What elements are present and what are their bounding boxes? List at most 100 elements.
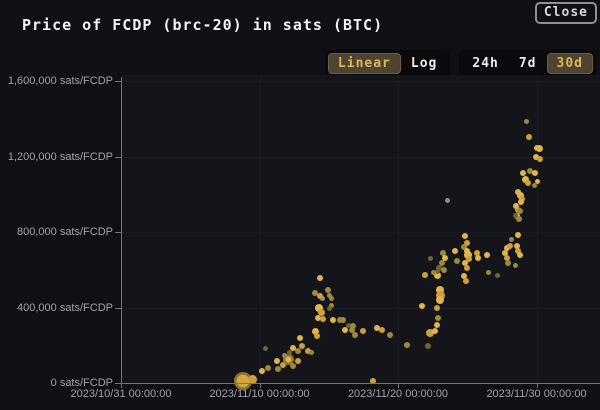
y-axis-label: 800,000 sats/FCDP — [17, 226, 113, 238]
scale-toggle-group: Linear Log — [324, 50, 451, 77]
data-point — [435, 285, 444, 294]
data-point — [503, 255, 510, 262]
data-point — [462, 232, 469, 239]
data-point — [454, 258, 460, 265]
range-option-7d[interactable]: 7d — [509, 53, 547, 74]
data-point — [484, 252, 491, 259]
y-tick — [115, 232, 121, 233]
data-point — [311, 327, 319, 335]
data-point — [430, 270, 436, 276]
data-point — [325, 286, 332, 293]
data-point — [327, 292, 333, 298]
data-point — [524, 119, 530, 125]
data-point — [462, 259, 469, 266]
data-point — [320, 295, 326, 301]
data-point — [434, 268, 440, 274]
data-point — [440, 249, 446, 256]
data-point — [290, 363, 297, 369]
data-point — [425, 343, 432, 349]
data-point — [461, 244, 468, 251]
data-point — [485, 270, 491, 276]
data-point — [418, 302, 425, 309]
data-point — [299, 343, 306, 349]
plot-area — [121, 75, 600, 390]
data-point — [258, 367, 265, 374]
y-tick — [115, 383, 121, 384]
data-point — [318, 308, 326, 316]
data-point — [520, 169, 527, 176]
data-point — [435, 315, 442, 322]
data-point — [282, 354, 294, 366]
data-point — [319, 316, 326, 322]
range-option-24h[interactable]: 24h — [462, 53, 508, 74]
data-point — [494, 273, 500, 279]
data-point — [526, 168, 533, 175]
data-point — [434, 305, 441, 312]
data-point — [532, 154, 539, 161]
data-point — [435, 265, 442, 272]
data-point — [280, 362, 287, 369]
data-point — [273, 357, 280, 364]
data-point — [248, 375, 258, 385]
data-point — [503, 245, 510, 252]
y-axis-label: 400,000 sats/FCDP — [17, 301, 113, 314]
data-point — [296, 335, 303, 342]
data-point — [314, 315, 321, 322]
data-point — [262, 345, 268, 351]
y-tick — [115, 156, 121, 158]
y-tick — [115, 307, 121, 309]
scale-option-log[interactable]: Log — [401, 53, 447, 74]
x-axis-label: 2023/11/10 00:00:00 — [209, 388, 310, 400]
data-point — [275, 366, 282, 373]
data-point — [514, 188, 521, 195]
data-point — [507, 242, 514, 249]
data-point — [349, 322, 356, 329]
h-gridline — [121, 308, 600, 309]
data-point — [513, 242, 520, 249]
close-button[interactable]: Close — [534, 2, 597, 24]
data-point — [445, 197, 451, 203]
data-point — [516, 192, 524, 200]
data-point — [352, 332, 359, 339]
x-tick — [121, 384, 122, 388]
data-point — [514, 248, 521, 255]
data-point — [536, 155, 543, 162]
data-point — [317, 275, 324, 282]
h-gridline — [121, 232, 600, 233]
data-point — [315, 304, 324, 313]
data-point — [466, 255, 473, 262]
range-toggle-group: 24h 7d 30d — [459, 50, 596, 77]
data-point — [404, 342, 410, 349]
x-tick — [259, 384, 261, 388]
data-point — [336, 316, 343, 323]
data-point — [422, 272, 428, 279]
data-point — [502, 249, 509, 256]
data-point — [513, 202, 519, 209]
data-point — [282, 352, 288, 358]
chart-title: Price of FCDP (brc-20) in sats (BTC) — [22, 16, 384, 34]
scale-option-linear[interactable]: Linear — [327, 53, 401, 74]
data-point — [264, 364, 271, 371]
data-point — [516, 215, 523, 222]
y-tick — [115, 81, 121, 82]
data-point — [514, 232, 521, 239]
data-point — [461, 272, 468, 279]
data-point — [463, 278, 469, 285]
data-point — [452, 248, 459, 255]
y-axis-label: 0 sats/FCDP — [50, 377, 113, 389]
data-point — [359, 328, 366, 335]
data-point — [373, 325, 380, 332]
range-option-30d[interactable]: 30d — [546, 53, 593, 74]
data-point — [234, 371, 253, 390]
data-point — [433, 272, 441, 280]
data-point — [349, 326, 356, 333]
data-point — [386, 332, 393, 339]
data-point — [341, 326, 348, 333]
data-point — [517, 252, 524, 259]
data-point — [309, 350, 315, 356]
x-axis-label: 2023/11/30 00:00:00 — [486, 388, 587, 400]
data-point — [327, 305, 333, 311]
y-axis-line — [121, 77, 122, 383]
data-point — [329, 302, 335, 308]
